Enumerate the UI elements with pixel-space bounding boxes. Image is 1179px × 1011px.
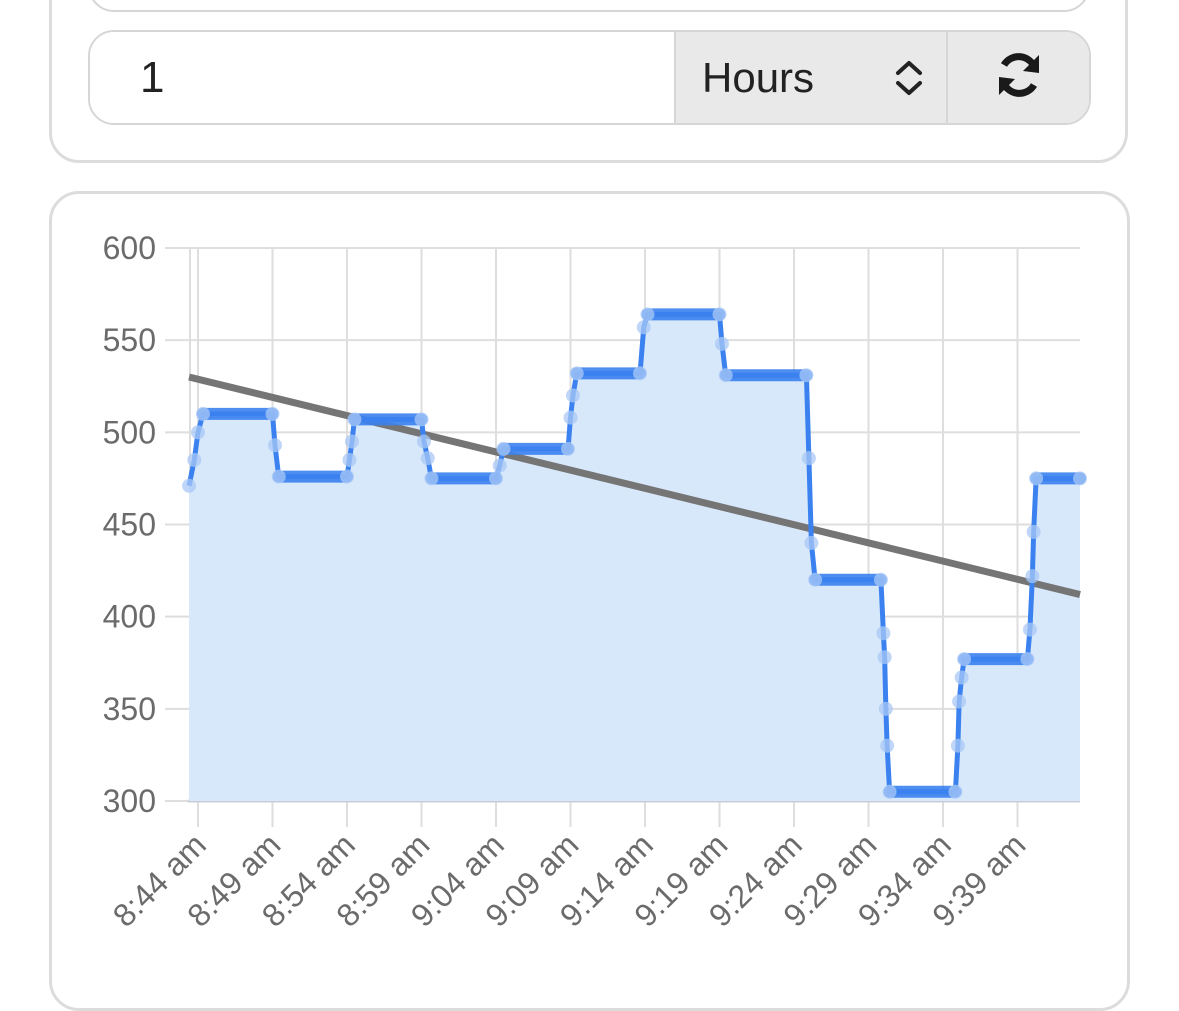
data-point — [882, 784, 897, 799]
data-point — [718, 368, 733, 383]
data-point — [569, 366, 584, 381]
data-point — [187, 452, 202, 467]
data-point — [492, 458, 507, 473]
data-point — [347, 412, 362, 427]
data-point — [799, 368, 814, 383]
refresh-icon — [993, 49, 1045, 106]
data-point — [712, 307, 727, 322]
data-point — [414, 412, 429, 427]
trendline — [188, 373, 1081, 598]
data-point — [640, 307, 655, 322]
data-point — [878, 701, 893, 716]
unit-select[interactable]: Hours — [674, 32, 946, 123]
data-point — [877, 650, 892, 665]
time-range-control: 1 Hours — [88, 30, 1091, 125]
data-point — [340, 469, 354, 484]
data-point — [342, 452, 357, 467]
series-points — [182, 307, 1087, 799]
data-point — [957, 652, 972, 667]
x-axis: 8:44 am8:49 am8:54 am8:59 am9:04 am9:09 … — [106, 826, 1033, 933]
unit-select-value: Hours — [702, 53, 815, 101]
y-tick-label: 400 — [103, 599, 156, 635]
data-point — [420, 451, 435, 466]
data-point — [808, 572, 823, 587]
y-tick-label: 550 — [103, 322, 156, 358]
data-point — [952, 694, 967, 709]
data-point — [1022, 622, 1037, 637]
data-point — [1073, 471, 1087, 486]
y-axis: 600 550 500 450 400 350 300 — [103, 230, 156, 819]
data-point — [565, 388, 580, 403]
data-point — [954, 670, 969, 685]
data-point — [1020, 652, 1035, 667]
data-point — [344, 434, 359, 449]
data-point — [496, 441, 511, 456]
data-point — [416, 434, 431, 449]
data-point — [880, 738, 895, 753]
data-point — [191, 425, 205, 440]
data-point — [876, 626, 891, 641]
data-point — [948, 784, 963, 799]
data-point — [1026, 524, 1041, 539]
data-point — [801, 451, 816, 466]
data-point — [182, 478, 197, 493]
data-point — [267, 438, 282, 453]
series-area — [189, 314, 1080, 801]
y-tick-label: 300 — [103, 783, 156, 819]
y-tick-label: 350 — [103, 691, 156, 727]
duration-value: 1 — [140, 52, 165, 102]
data-point — [561, 441, 576, 456]
data-point — [636, 320, 651, 335]
data-point — [714, 336, 729, 351]
data-point — [1025, 569, 1040, 584]
chevron-up-down-icon — [894, 58, 924, 108]
data-point — [873, 572, 888, 587]
data-point — [195, 406, 210, 421]
data-point — [633, 366, 648, 381]
data-point — [271, 469, 286, 484]
data-point — [265, 406, 280, 421]
trend-line — [188, 373, 1081, 598]
y-tick-label: 500 — [103, 414, 156, 450]
duration-input[interactable]: 1 — [90, 32, 674, 123]
data-point — [563, 410, 578, 425]
y-tick-label: 600 — [103, 230, 156, 266]
data-point — [489, 471, 503, 486]
data-point — [1029, 471, 1044, 486]
y-tick-label: 450 — [103, 507, 156, 543]
data-point — [950, 738, 965, 753]
data-point — [804, 535, 819, 550]
line-chart: 600 550 500 450 400 350 300 8:44 am8:49 am8:54… — [103, 230, 1087, 934]
data-point — [424, 471, 439, 486]
refresh-button[interactable] — [946, 32, 1089, 123]
area-fill — [189, 314, 1080, 801]
